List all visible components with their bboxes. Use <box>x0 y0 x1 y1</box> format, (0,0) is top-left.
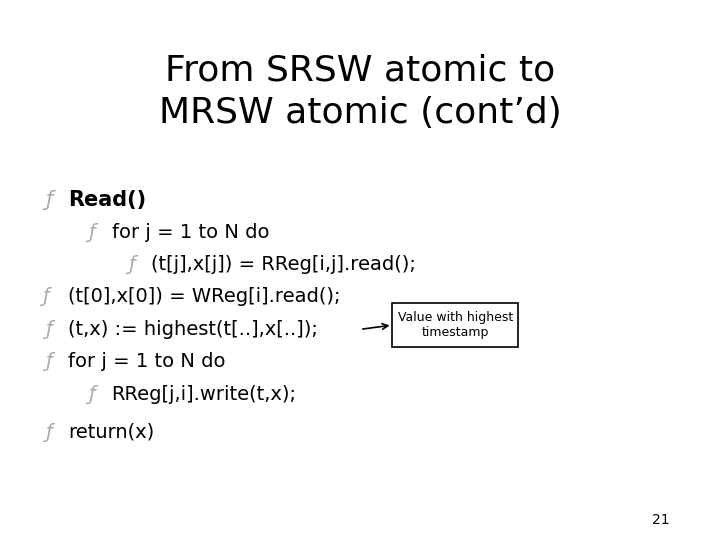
Text: return(x): return(x) <box>68 422 155 442</box>
Text: (t,x) := highest(t[..],x[..]);: (t,x) := highest(t[..],x[..]); <box>68 320 318 339</box>
Text: for j = 1 to N do: for j = 1 to N do <box>68 352 226 372</box>
FancyBboxPatch shape <box>392 303 518 347</box>
Text: ƒ: ƒ <box>42 287 49 307</box>
Text: MRSW atomic (cont’d): MRSW atomic (cont’d) <box>158 97 562 130</box>
Text: ƒ: ƒ <box>45 422 53 442</box>
Text: RReg[j,i].write(t,x);: RReg[j,i].write(t,x); <box>112 384 297 404</box>
Text: ƒ: ƒ <box>88 222 95 242</box>
Text: ƒ: ƒ <box>45 190 53 210</box>
Text: ƒ: ƒ <box>45 320 53 339</box>
Text: for j = 1 to N do: for j = 1 to N do <box>112 222 269 242</box>
Text: From SRSW atomic to: From SRSW atomic to <box>165 53 555 87</box>
Text: (t[j],x[j]) = RReg[i,j].read();: (t[j],x[j]) = RReg[i,j].read(); <box>151 255 416 274</box>
Text: Read(): Read() <box>68 190 147 210</box>
Text: 21: 21 <box>652 512 670 526</box>
Text: ƒ: ƒ <box>45 352 53 372</box>
Text: (t[0],x[0]) = WReg[i].read();: (t[0],x[0]) = WReg[i].read(); <box>68 287 341 307</box>
Text: Value with highest
timestamp: Value with highest timestamp <box>397 311 513 339</box>
Text: ƒ: ƒ <box>127 255 135 274</box>
Text: ƒ: ƒ <box>88 384 95 404</box>
